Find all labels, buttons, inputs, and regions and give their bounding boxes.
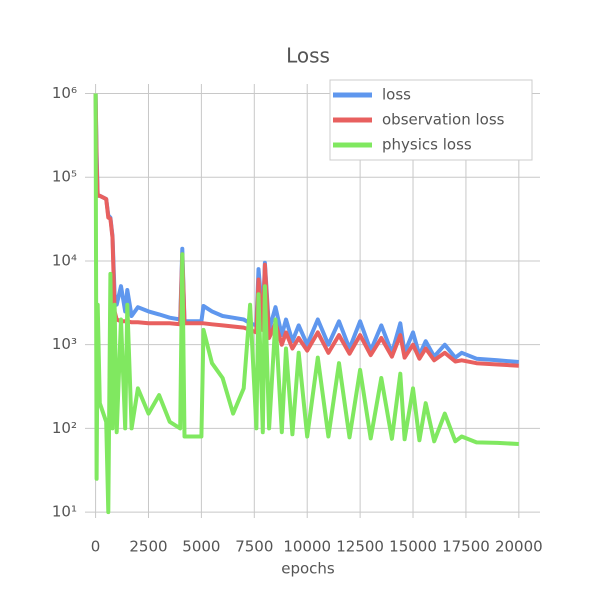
x-tick-label: 12500 [336,538,384,556]
legend-label: physics loss [382,136,472,154]
x-tick-label: 7500 [235,538,273,556]
x-tick-label: 15000 [389,538,437,556]
chart-title: Loss [286,44,330,68]
y-tick-label: 10¹ [52,503,77,521]
series-line [93,93,519,515]
x-tick-label: 20000 [495,538,543,556]
x-tick-label: 5000 [182,538,220,556]
y-tick-label: 10⁵ [52,168,77,186]
x-tick-label: 10000 [283,538,331,556]
x-tick-label: 17500 [442,538,490,556]
y-tick-label: 10² [52,419,77,437]
legend-label: observation loss [382,111,505,129]
x-tick-label: 2500 [129,538,167,556]
y-tick-label: 10⁶ [52,84,77,102]
y-tick-label: 10³ [52,335,77,353]
x-tick-label: 0 [91,538,101,556]
x-axis-label: epochs [281,560,335,578]
legend-label: loss [382,86,411,104]
y-tick-label: 10⁴ [52,251,77,269]
